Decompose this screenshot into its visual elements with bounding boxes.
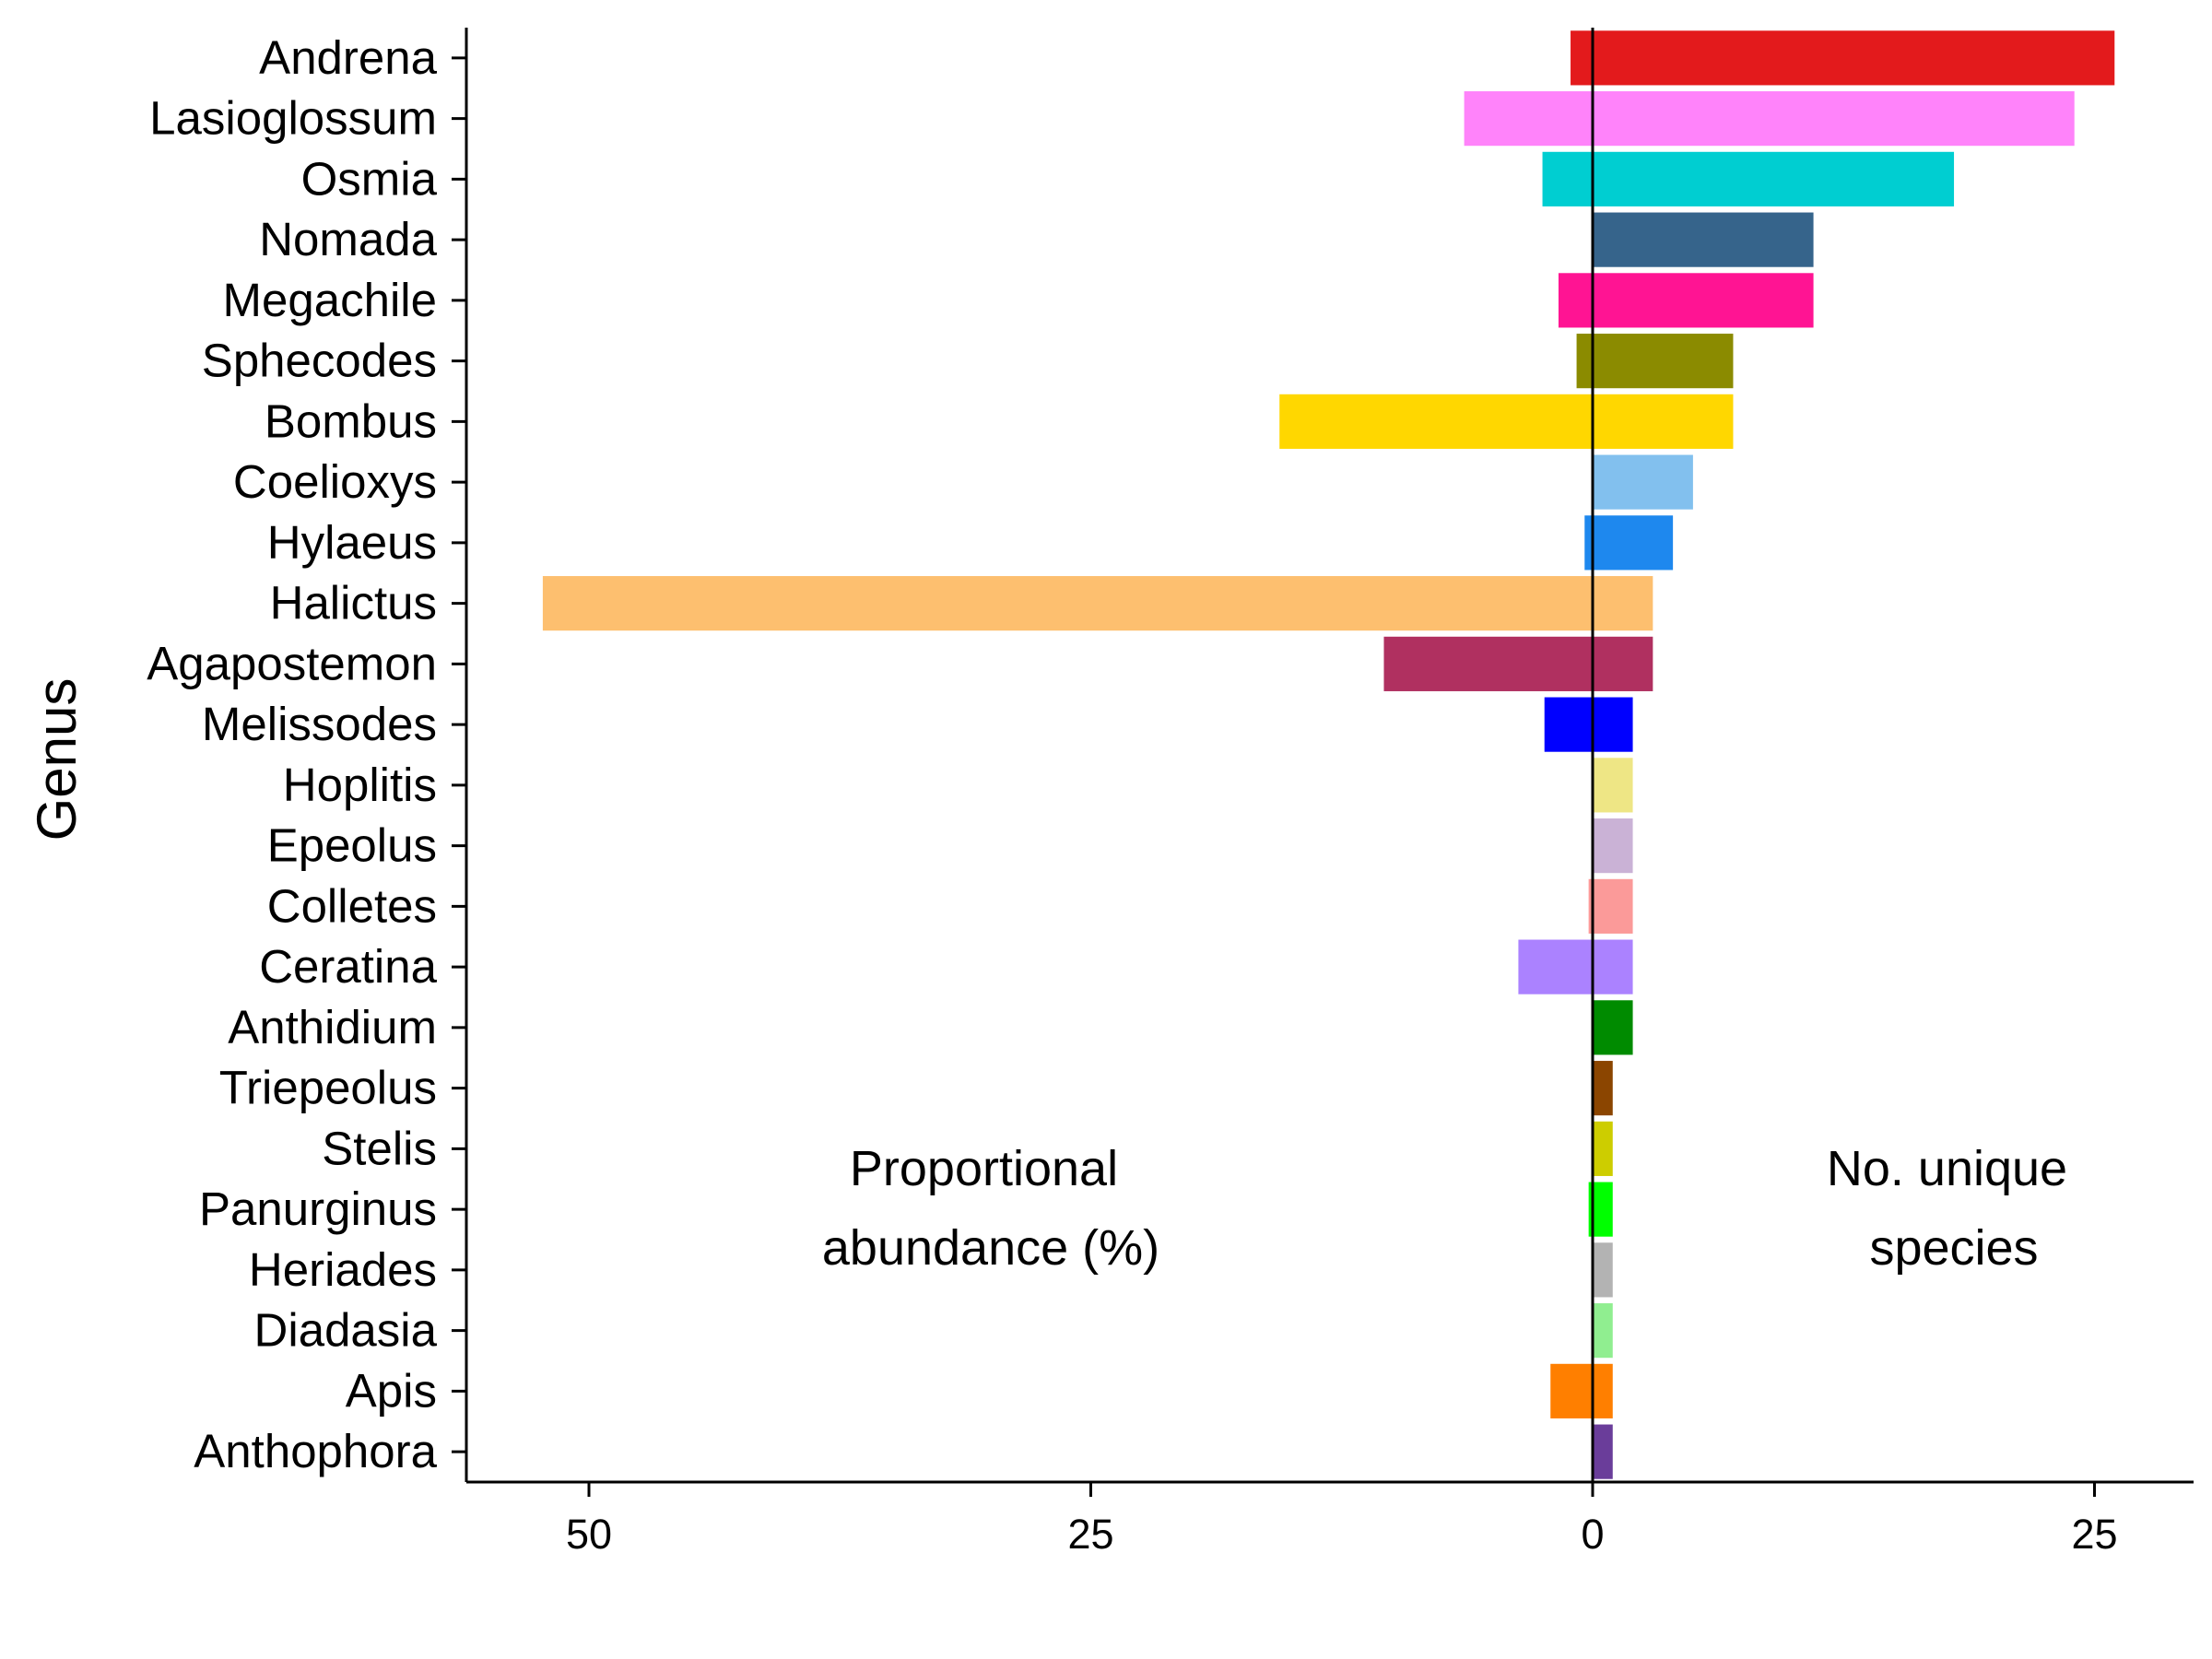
abundance-bars bbox=[542, 30, 1593, 1418]
genus-label-sphecodes: Sphecodes bbox=[202, 335, 437, 387]
abundance-bar-panurginus bbox=[1588, 1182, 1593, 1237]
species-bar-megachile bbox=[1593, 273, 1814, 328]
left-annotation: Proportional abundance (%) bbox=[822, 1141, 1159, 1276]
species-bar-andrena bbox=[1593, 30, 2115, 86]
genus-label-andrena: Andrena bbox=[259, 31, 437, 84]
species-bar-heriades bbox=[1593, 1242, 1613, 1298]
x-tick-label: 0 bbox=[1581, 1511, 1604, 1558]
left-annotation-line-1: Proportional bbox=[850, 1141, 1118, 1196]
species-bar-panurginus bbox=[1593, 1182, 1613, 1237]
abundance-bar-agapostemon bbox=[1383, 636, 1593, 691]
abundance-bar-ceratina bbox=[1518, 939, 1593, 994]
genus-label-stelis: Stelis bbox=[322, 1122, 437, 1174]
right-annotation-line-1: No. unique bbox=[1827, 1141, 2067, 1196]
genus-label-nomada: Nomada bbox=[259, 213, 437, 265]
x-tick-label: 25 bbox=[1067, 1511, 1113, 1558]
species-bar-diadasia bbox=[1593, 1303, 1613, 1359]
abundance-bar-halictus bbox=[542, 576, 1593, 631]
genus-label-epeolus: Epeolus bbox=[267, 819, 437, 872]
abundance-bar-osmia bbox=[1542, 151, 1593, 206]
genus-label-panurginus: Panurginus bbox=[199, 1182, 437, 1235]
species-bar-lasioglossum bbox=[1593, 91, 2075, 147]
abundance-bar-lasioglossum bbox=[1464, 91, 1593, 147]
abundance-bar-apis bbox=[1550, 1363, 1593, 1418]
species-bar-halictus bbox=[1593, 576, 1653, 631]
genus-label-hylaeus: Hylaeus bbox=[267, 516, 437, 569]
genus-label-apis: Apis bbox=[346, 1364, 437, 1417]
right-annotation-line-2: species bbox=[1869, 1220, 2038, 1276]
abundance-bar-bombus bbox=[1279, 394, 1593, 449]
species-bar-apis bbox=[1593, 1363, 1613, 1418]
species-bar-agapostemon bbox=[1593, 636, 1653, 691]
species-bar-anthophora bbox=[1593, 1424, 1613, 1479]
species-bar-anthidium bbox=[1593, 1000, 1633, 1055]
abundance-bar-colletes bbox=[1588, 878, 1593, 934]
y-axis-title: Genus bbox=[26, 678, 88, 841]
species-bar-hoplitis bbox=[1593, 758, 1633, 813]
species-bars bbox=[1593, 30, 2115, 1479]
species-bar-nomada bbox=[1593, 212, 1814, 267]
genus-label-melissodes: Melissodes bbox=[202, 698, 437, 750]
abundance-bar-melissodes bbox=[1544, 697, 1593, 752]
abundance-bar-sphecodes bbox=[1576, 334, 1593, 389]
genus-label-coelioxys: Coelioxys bbox=[233, 455, 437, 508]
abundance-bar-hylaeus bbox=[1584, 515, 1593, 571]
genus-label-ceratina: Ceratina bbox=[259, 940, 437, 993]
genus-label-anthophora: Anthophora bbox=[194, 1425, 437, 1477]
species-bar-osmia bbox=[1593, 151, 1955, 206]
genus-label-colletes: Colletes bbox=[267, 879, 437, 932]
abundance-bar-andrena bbox=[1571, 30, 1593, 86]
genus-label-megachile: Megachile bbox=[223, 274, 437, 326]
genus-label-halictus: Halictus bbox=[270, 577, 437, 629]
genus-label-agapostemon: Agapostemon bbox=[147, 637, 437, 689]
genus-label-anthidium: Anthidium bbox=[228, 1001, 437, 1053]
species-bar-colletes bbox=[1593, 878, 1633, 934]
x-tick-label: 50 bbox=[566, 1511, 612, 1558]
species-bar-melissodes bbox=[1593, 697, 1633, 752]
species-bar-hylaeus bbox=[1593, 515, 1674, 571]
genus-label-triepeolus: Triepeolus bbox=[219, 1062, 437, 1114]
genus-label-bombus: Bombus bbox=[265, 394, 437, 447]
species-bar-sphecodes bbox=[1593, 334, 1734, 389]
x-axis-ticks: 50 25 0 25 bbox=[566, 1482, 2118, 1558]
genus-label-lasioglossum: Lasioglossum bbox=[149, 92, 437, 145]
left-annotation-line-2: abundance (%) bbox=[822, 1220, 1159, 1276]
genus-labels: Andrena Lasioglossum Osmia Nomada Megachile S… bbox=[147, 31, 437, 1477]
y-axis-ticks bbox=[452, 56, 466, 1453]
right-annotation: No. unique species bbox=[1827, 1141, 2081, 1276]
genus-label-osmia: Osmia bbox=[301, 152, 438, 205]
genus-label-hoplitis: Hoplitis bbox=[283, 759, 437, 811]
abundance-bar-megachile bbox=[1558, 273, 1593, 328]
species-bar-stelis bbox=[1593, 1121, 1613, 1176]
species-bar-epeolus bbox=[1593, 818, 1633, 874]
species-bar-triepeolus bbox=[1593, 1061, 1613, 1116]
genus-label-diadasia: Diadasia bbox=[254, 1304, 438, 1357]
x-tick-label: 25 bbox=[2071, 1511, 2117, 1558]
species-bar-coelioxys bbox=[1593, 454, 1693, 510]
genus-label-heriades: Heriades bbox=[249, 1243, 437, 1296]
species-bar-ceratina bbox=[1593, 939, 1633, 994]
species-bar-bombus bbox=[1593, 394, 1734, 449]
